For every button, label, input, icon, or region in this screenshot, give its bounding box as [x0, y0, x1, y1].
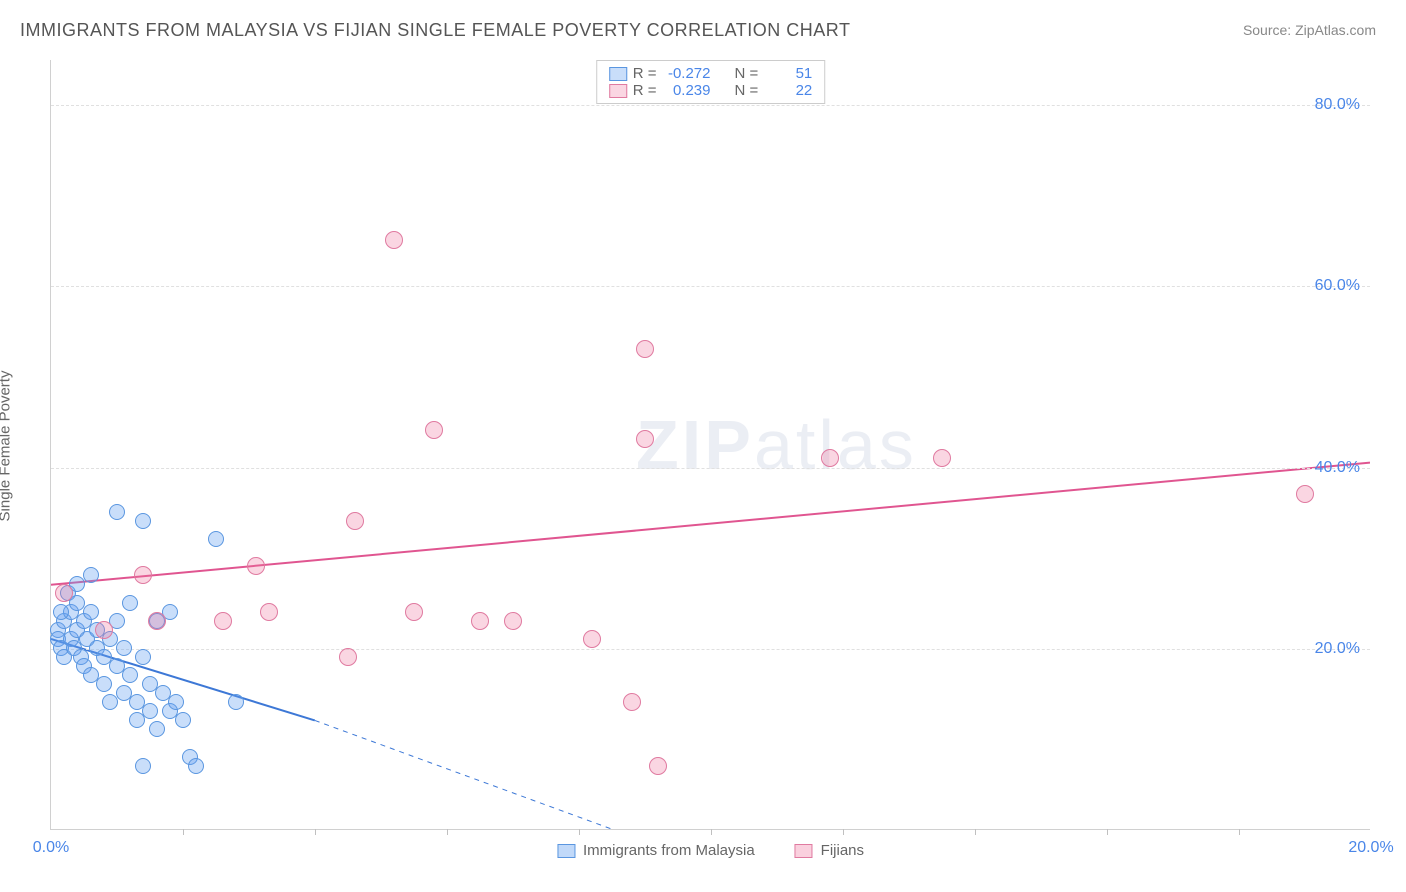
- data-point: [623, 693, 641, 711]
- data-point: [214, 612, 232, 630]
- data-point: [83, 604, 99, 620]
- data-point: [142, 703, 158, 719]
- data-point: [649, 757, 667, 775]
- x-minor-tick: [1107, 829, 1108, 835]
- data-point: [134, 566, 152, 584]
- gridline: [51, 105, 1370, 106]
- data-point: [208, 531, 224, 547]
- data-point: [636, 430, 654, 448]
- x-tick-label: 0.0%: [33, 839, 69, 857]
- legend-r-value: 0.239: [663, 82, 711, 99]
- data-point: [636, 340, 654, 358]
- legend-series-label: Fijians: [821, 842, 864, 859]
- data-point: [135, 758, 151, 774]
- data-point: [135, 649, 151, 665]
- legend-n-value: 51: [764, 65, 812, 82]
- data-point: [55, 584, 73, 602]
- data-point: [228, 694, 244, 710]
- x-minor-tick: [1239, 829, 1240, 835]
- data-point: [504, 612, 522, 630]
- x-minor-tick: [183, 829, 184, 835]
- legend-swatch: [795, 844, 813, 858]
- y-axis-label: Single Female Poverty: [0, 371, 14, 522]
- x-minor-tick: [711, 829, 712, 835]
- data-point: [247, 557, 265, 575]
- data-point: [1296, 485, 1314, 503]
- data-point: [148, 612, 166, 630]
- data-point: [346, 512, 364, 530]
- source-attribution: Source: ZipAtlas.com: [1243, 22, 1376, 38]
- data-point: [405, 603, 423, 621]
- data-point: [188, 758, 204, 774]
- legend-swatch: [609, 67, 627, 81]
- data-point: [425, 421, 443, 439]
- y-tick-label: 20.0%: [1315, 640, 1360, 658]
- x-minor-tick: [315, 829, 316, 835]
- plot-area: ZIPatlas R =-0.272N =51R =0.239N =22 Imm…: [50, 60, 1370, 830]
- legend-n-value: 22: [764, 82, 812, 99]
- legend-correlation-row: R = 0.239 N = 22: [609, 82, 813, 99]
- legend-series-label: Immigrants from Malaysia: [583, 842, 755, 859]
- legend-swatch: [609, 84, 627, 98]
- legend-r-value: -0.272: [663, 65, 711, 82]
- y-tick-label: 60.0%: [1315, 277, 1360, 295]
- data-point: [122, 667, 138, 683]
- watermark-bold: ZIP: [636, 406, 754, 484]
- x-minor-tick: [447, 829, 448, 835]
- trend-line-dashed: [315, 720, 612, 829]
- x-minor-tick: [579, 829, 580, 835]
- chart-title: IMMIGRANTS FROM MALAYSIA VS FIJIAN SINGL…: [20, 20, 850, 41]
- legend-series-item: Fijians: [795, 842, 864, 859]
- x-tick-label: 20.0%: [1348, 839, 1393, 857]
- legend-series-item: Immigrants from Malaysia: [557, 842, 755, 859]
- data-point: [96, 676, 112, 692]
- data-point: [260, 603, 278, 621]
- legend-series: Immigrants from Malaysia Fijians: [557, 842, 864, 859]
- data-point: [471, 612, 489, 630]
- legend-n-label: N =: [735, 82, 759, 99]
- x-minor-tick: [975, 829, 976, 835]
- legend-correlation: R = -0.272 N = 51 R = 0.239 N = 22: [596, 60, 826, 104]
- data-point: [122, 595, 138, 611]
- data-point: [95, 621, 113, 639]
- trend-lines: [51, 60, 1370, 829]
- data-point: [116, 640, 132, 656]
- data-point: [339, 648, 357, 666]
- x-minor-tick: [843, 829, 844, 835]
- data-point: [385, 231, 403, 249]
- legend-n-label: N =: [735, 65, 759, 82]
- legend-r-label: R =: [633, 82, 657, 99]
- legend-r-label: R =: [633, 65, 657, 82]
- data-point: [135, 513, 151, 529]
- watermark-light: atlas: [754, 406, 917, 484]
- legend-swatch: [557, 844, 575, 858]
- data-point: [583, 630, 601, 648]
- data-point: [53, 604, 69, 620]
- y-tick-label: 80.0%: [1315, 96, 1360, 114]
- data-point: [933, 449, 951, 467]
- gridline: [51, 468, 1370, 469]
- gridline: [51, 649, 1370, 650]
- data-point: [821, 449, 839, 467]
- y-tick-label: 40.0%: [1315, 459, 1360, 477]
- data-point: [175, 712, 191, 728]
- gridline: [51, 286, 1370, 287]
- watermark: ZIPatlas: [636, 405, 917, 485]
- data-point: [109, 504, 125, 520]
- data-point: [149, 721, 165, 737]
- data-point: [168, 694, 184, 710]
- legend-correlation-row: R = -0.272 N = 51: [609, 65, 813, 82]
